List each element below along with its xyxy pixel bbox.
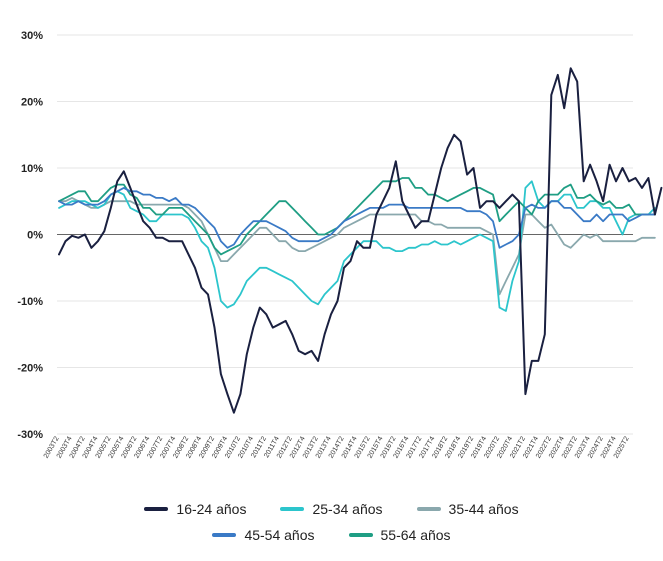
- legend-label-25-34: 25-34 años: [312, 501, 383, 517]
- legend-item-35-44: 35-44 años: [416, 501, 519, 517]
- series-lines: [58, 67, 663, 414]
- line-chart: 30% 20% 10% 0% -10% -20% -30% 2003T22003T42004…: [17, 30, 663, 460]
- legend-label-35-44: 35-44 años: [448, 501, 519, 517]
- series-line-16-24: [58, 67, 663, 414]
- legend-label-45-54: 45-54 años: [244, 527, 315, 543]
- legend-swatch-35-44: [416, 507, 441, 511]
- series-line-45-54: [58, 186, 656, 249]
- legend-row-2: 45-54 años 55-64 años: [0, 522, 663, 548]
- y-tick-label: 0%: [27, 230, 43, 242]
- y-axis-tick-labels: 30% 20% 10% 0% -10% -20% -30%: [17, 30, 43, 441]
- legend: 16-24 años 25-34 años 35-44 años 45-54 a…: [0, 496, 663, 548]
- legend-swatch-45-54: [212, 533, 237, 537]
- legend-swatch-16-24: [144, 507, 169, 511]
- legend-label-55-64: 55-64 años: [380, 527, 451, 543]
- y-tick-label: -30%: [17, 429, 43, 441]
- series-line-55-64: [58, 177, 656, 256]
- series-line-35-44: [58, 196, 656, 296]
- y-tick-label: -20%: [17, 363, 43, 375]
- legend-swatch-25-34: [280, 507, 305, 511]
- legend-item-25-34: 25-34 años: [280, 501, 383, 517]
- legend-swatch-55-64: [348, 533, 373, 537]
- y-tick-label: 20%: [21, 97, 43, 109]
- legend-item-55-64: 55-64 años: [348, 527, 451, 543]
- y-tick-label: -10%: [17, 296, 43, 308]
- x-axis-tick-labels: 2003T22003T42004T22004T42005T22005T42006…: [43, 435, 631, 459]
- legend-row-1: 16-24 años 25-34 años 35-44 años: [0, 496, 663, 522]
- legend-item-45-54: 45-54 años: [212, 527, 315, 543]
- legend-item-16-24: 16-24 años: [144, 501, 246, 517]
- y-tick-label: 10%: [21, 163, 43, 175]
- y-tick-label: 30%: [21, 30, 43, 42]
- legend-label-16-24: 16-24 años: [176, 501, 247, 517]
